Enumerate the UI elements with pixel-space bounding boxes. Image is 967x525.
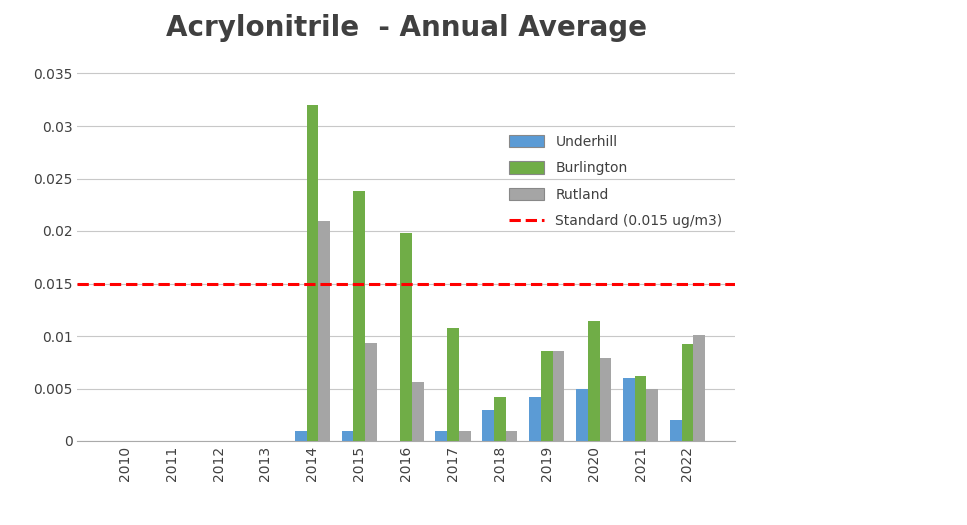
Bar — [623, 378, 634, 441]
Bar — [494, 397, 506, 441]
Bar — [435, 430, 447, 441]
Bar — [459, 430, 471, 441]
Title: Acrylonitrile  - Annual Average: Acrylonitrile - Annual Average — [165, 14, 647, 42]
Bar — [400, 233, 412, 441]
Bar — [553, 351, 565, 441]
Bar — [353, 191, 366, 441]
Bar — [634, 376, 646, 441]
Legend: Underhill, Burlington, Rutland, Standard (0.015 ug/m3): Underhill, Burlington, Rutland, Standard… — [504, 129, 728, 234]
Bar — [366, 343, 377, 441]
Bar — [646, 388, 659, 441]
Bar — [307, 105, 318, 441]
Bar — [318, 220, 330, 441]
Bar — [600, 358, 611, 441]
Bar — [483, 410, 494, 441]
Bar — [541, 351, 553, 441]
Bar — [412, 382, 424, 441]
Bar — [447, 328, 459, 441]
Bar — [670, 420, 682, 441]
Bar — [341, 430, 353, 441]
Bar — [295, 430, 307, 441]
Bar — [682, 344, 693, 441]
Bar — [693, 335, 705, 441]
Bar — [588, 321, 600, 441]
Bar — [529, 397, 541, 441]
Bar — [576, 388, 588, 441]
Bar — [506, 430, 517, 441]
